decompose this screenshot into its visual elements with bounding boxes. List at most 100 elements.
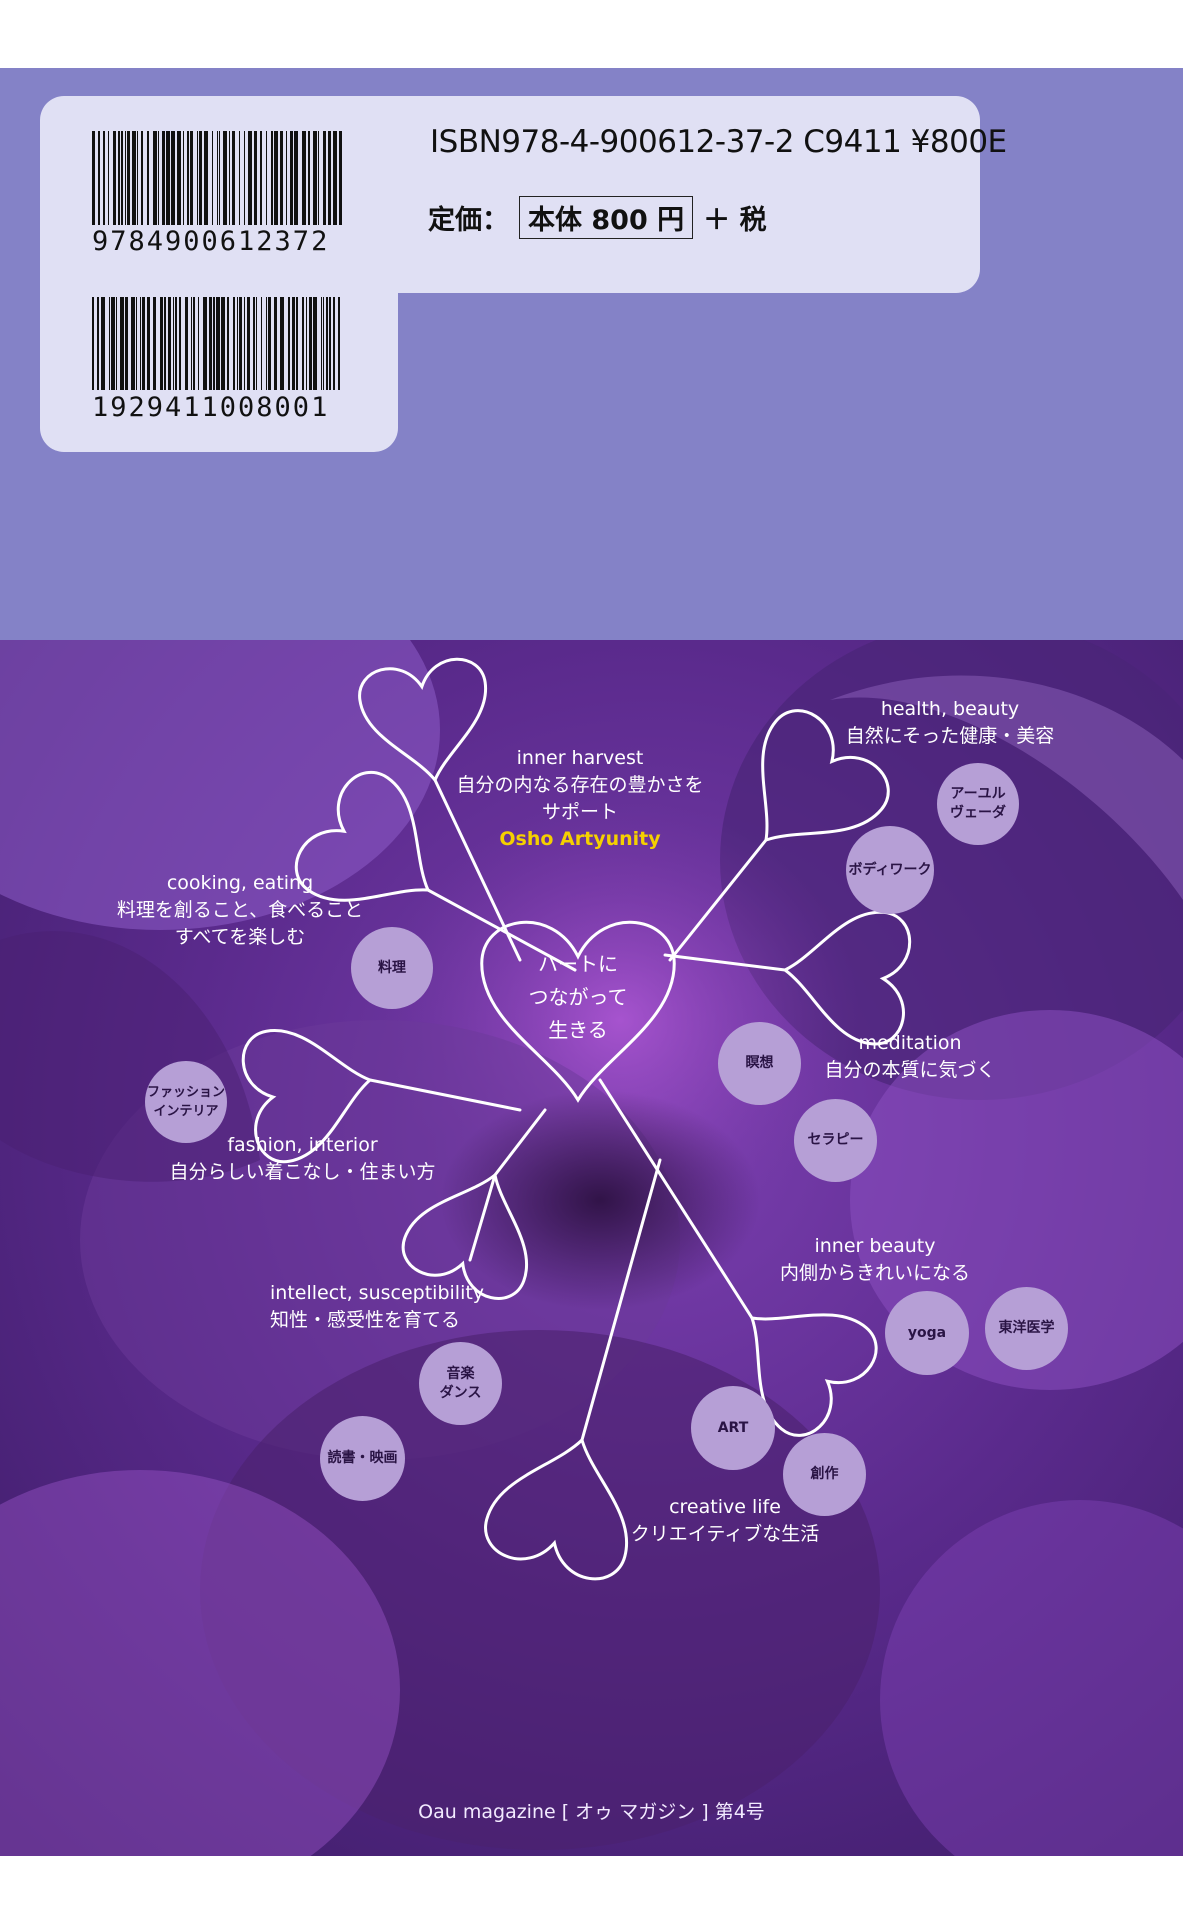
barcode-bar [309, 297, 312, 390]
tag-therapy: セラピー [794, 1099, 877, 1182]
center-line-3: 生きる [518, 1014, 638, 1047]
price-boxed: 本体 800 円 [519, 196, 693, 239]
label-health: health, beauty 自然にそった健康・美容 [820, 696, 1080, 750]
barcode-bar [328, 131, 331, 225]
barcode-bar [203, 297, 207, 390]
inner-beauty-en: inner beauty [760, 1233, 990, 1260]
barcode-bar [153, 131, 157, 225]
price-line: 定価： 本体 800 円 ＋ 税 [428, 196, 767, 239]
barcode-bar [121, 131, 123, 225]
label-inner-harvest: inner harvest 自分の内なる存在の豊かさを サポート Osho Ar… [430, 745, 730, 853]
cooking-jp2: すべてを楽しむ [90, 924, 390, 951]
barcode-bar [97, 297, 99, 390]
meditation-en: meditation [800, 1030, 1020, 1057]
center-line-2: つながって [518, 981, 638, 1014]
barcode-bar [177, 131, 181, 225]
barcode-bar [294, 131, 298, 225]
barcode-bar [147, 297, 150, 390]
barcode-bar [329, 297, 331, 390]
isbn-text: ISBN978-4-900612-37-2 C9411 ¥800E [430, 124, 1007, 160]
barcode-bar [171, 131, 175, 225]
center-heart-text: ハートに つながって 生きる [518, 948, 638, 1047]
barcode-bar [302, 131, 306, 225]
barcode-bar [213, 297, 215, 390]
barcode-bar [137, 131, 138, 225]
barcode-bar [323, 297, 324, 390]
barcode-bar [266, 131, 267, 225]
spoke-intellect [495, 1110, 545, 1175]
barcode-bar [103, 131, 105, 225]
barcode-bar [221, 297, 225, 390]
barcode-bar [233, 297, 235, 390]
barcode-bar [280, 131, 283, 225]
barcode-bar [306, 297, 307, 390]
barcode-bar [125, 297, 128, 390]
barcode-bar [239, 297, 242, 390]
barcode-bar [187, 131, 189, 225]
tag-music-dance: 音楽 ダンス [419, 1342, 502, 1425]
creative-jp: クリエイティブな生活 [600, 1521, 850, 1548]
barcode-bar [158, 131, 159, 225]
barcode-bar [92, 131, 95, 225]
barcode-bar [237, 297, 238, 390]
barcode-bar [108, 131, 109, 225]
tag-sousaku: 創作 [783, 1433, 866, 1516]
barcode-bar [173, 297, 174, 390]
heart-meditation [779, 904, 912, 1046]
barcode-isbn-number: 9784900612372 [92, 226, 329, 257]
barcode-bar [193, 297, 195, 390]
barcode-bar [164, 297, 166, 390]
health-jp: 自然にそった健康・美容 [820, 723, 1080, 750]
tag-art: ART [691, 1386, 775, 1470]
barcode-bar [274, 131, 278, 225]
barcode-bar [286, 131, 287, 225]
barcode-bar [219, 131, 220, 225]
cooking-en: cooking, eating [90, 870, 390, 897]
barcode-bar [153, 297, 156, 390]
barcode-bar [142, 297, 145, 390]
barcode-bar [313, 297, 317, 390]
inner-beauty-jp: 内側からきれいになる [760, 1260, 990, 1287]
barcode-bar [333, 297, 335, 390]
barcode-bar [111, 297, 115, 390]
barcode-bar [232, 131, 235, 225]
footer-magazine-title: Oau magazine [ オゥ マガジン ] 第4号 [0, 1797, 1183, 1824]
barcode-bar [109, 297, 110, 390]
barcode-bar [131, 297, 135, 390]
barcode-bar [190, 131, 193, 225]
barcode-bar [127, 131, 130, 225]
barcode-bar [209, 297, 212, 390]
barcode-bar [271, 131, 273, 225]
meditation-jp: 自分の本質に気づく [800, 1057, 1020, 1084]
barcode-bar [116, 297, 117, 390]
spoke-fashion [370, 1080, 520, 1110]
price-tax: ＋ 税 [703, 198, 766, 237]
barcode-bar [318, 131, 319, 225]
barcode-bar [191, 297, 192, 390]
barcode-bar [326, 297, 328, 390]
barcode-price [92, 297, 342, 390]
center-line-1: ハートに [518, 948, 638, 981]
intellect-en: intellect, susceptibility [270, 1280, 530, 1307]
barcode-bar [185, 297, 188, 390]
barcode-bar [292, 297, 295, 390]
barcode-bar [160, 297, 163, 390]
barcode-bar [216, 297, 220, 390]
barcode-bar [162, 131, 165, 225]
barcode-bar [223, 131, 227, 225]
spoke-inner-beauty [600, 1080, 752, 1318]
health-en: health, beauty [820, 696, 1080, 723]
barcode-bar [244, 131, 245, 225]
barcode-bar [339, 131, 342, 225]
barcode-bar [198, 297, 199, 390]
barcode-bar [166, 131, 170, 225]
barcode-bar [212, 131, 213, 225]
inner-harvest-jp1: 自分の内なる存在の豊かさを [430, 772, 730, 799]
barcode-bar [338, 297, 340, 390]
barcode-bar [101, 297, 105, 390]
flower-photo: ハートに つながって 生きる inner harvest 自分の内なる存在の豊か… [0, 640, 1183, 1856]
barcode-bar [229, 131, 230, 225]
tag-east-medicine: 東洋医学 [985, 1287, 1068, 1370]
barcode-bar [313, 131, 317, 225]
barcode-bar [118, 131, 120, 225]
